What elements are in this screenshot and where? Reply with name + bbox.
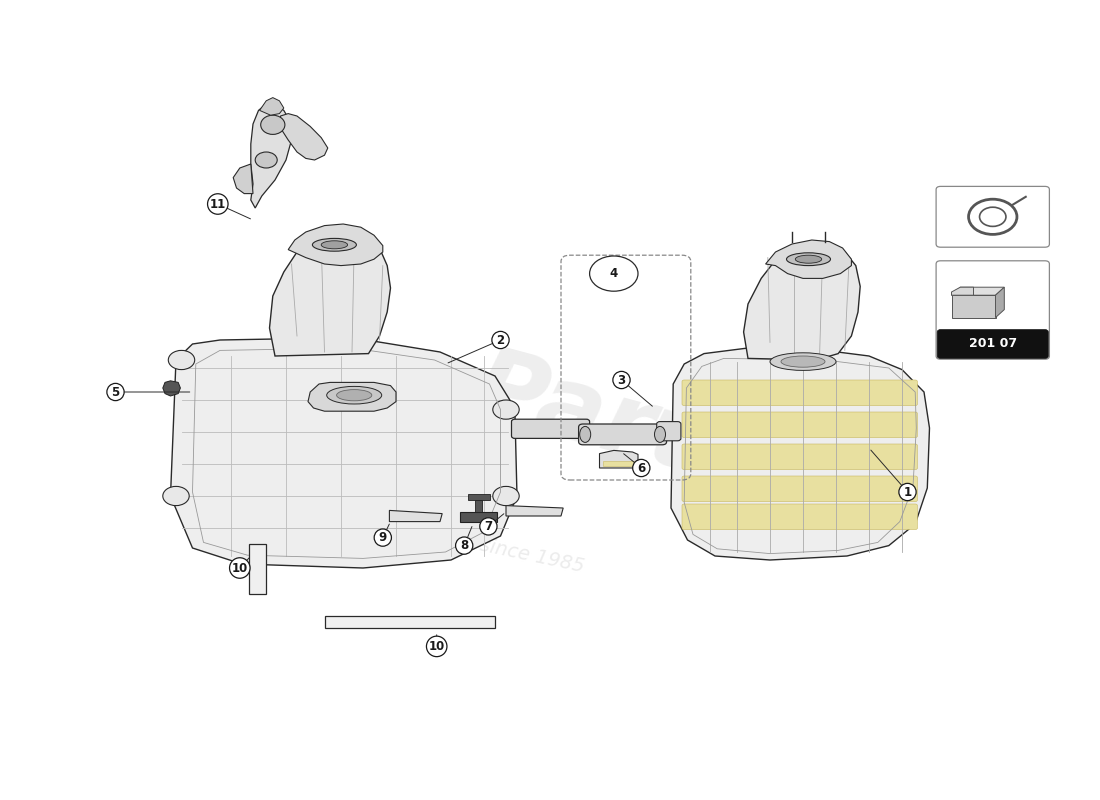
Ellipse shape	[321, 241, 348, 249]
FancyBboxPatch shape	[512, 419, 590, 438]
Polygon shape	[308, 382, 396, 411]
Polygon shape	[506, 506, 563, 516]
Text: 7: 7	[484, 520, 493, 533]
Ellipse shape	[770, 353, 836, 370]
FancyBboxPatch shape	[682, 504, 917, 530]
Text: 4: 4	[609, 267, 618, 280]
Ellipse shape	[654, 426, 666, 442]
Text: 3: 3	[617, 374, 626, 386]
Polygon shape	[260, 98, 284, 115]
Circle shape	[168, 350, 195, 370]
Polygon shape	[600, 450, 638, 468]
Polygon shape	[233, 164, 253, 194]
Polygon shape	[475, 500, 482, 512]
Text: 10: 10	[232, 562, 248, 574]
Ellipse shape	[795, 255, 822, 263]
Circle shape	[493, 400, 519, 419]
Polygon shape	[389, 510, 442, 522]
Text: Parts: Parts	[462, 339, 768, 509]
Text: euro: euro	[188, 344, 462, 504]
Polygon shape	[671, 348, 930, 560]
Circle shape	[163, 486, 189, 506]
Polygon shape	[288, 224, 383, 266]
Polygon shape	[744, 243, 860, 360]
Ellipse shape	[327, 386, 382, 404]
Ellipse shape	[580, 426, 591, 442]
Text: 10: 10	[429, 640, 444, 653]
Polygon shape	[163, 381, 180, 396]
Polygon shape	[460, 512, 497, 522]
FancyBboxPatch shape	[937, 330, 1048, 358]
Polygon shape	[324, 616, 495, 628]
Ellipse shape	[312, 238, 356, 251]
Polygon shape	[603, 461, 634, 466]
Text: 1: 1	[903, 486, 912, 498]
Polygon shape	[170, 338, 517, 568]
FancyBboxPatch shape	[682, 380, 917, 406]
Polygon shape	[952, 295, 996, 318]
Text: a passion for parts since 1985: a passion for parts since 1985	[294, 496, 586, 576]
Text: 5: 5	[111, 386, 120, 398]
Polygon shape	[952, 287, 1004, 295]
FancyBboxPatch shape	[682, 412, 917, 438]
Text: 8: 8	[460, 539, 469, 552]
Circle shape	[493, 486, 519, 506]
Text: 11: 11	[210, 198, 225, 210]
FancyBboxPatch shape	[682, 476, 917, 502]
Ellipse shape	[255, 152, 277, 168]
Text: 2: 2	[496, 334, 505, 346]
Ellipse shape	[337, 390, 372, 401]
Ellipse shape	[261, 115, 285, 134]
Ellipse shape	[786, 253, 830, 266]
Polygon shape	[270, 232, 390, 356]
FancyBboxPatch shape	[579, 424, 667, 445]
Polygon shape	[249, 544, 266, 594]
Text: 6: 6	[637, 462, 646, 474]
Text: 9: 9	[378, 531, 387, 544]
FancyBboxPatch shape	[936, 261, 1049, 359]
Polygon shape	[280, 114, 328, 160]
Polygon shape	[952, 287, 974, 295]
Polygon shape	[766, 240, 851, 278]
Ellipse shape	[781, 356, 825, 367]
FancyBboxPatch shape	[657, 422, 681, 441]
Polygon shape	[468, 494, 490, 500]
FancyBboxPatch shape	[936, 186, 1049, 247]
Polygon shape	[251, 104, 292, 208]
Text: 201 07: 201 07	[969, 338, 1016, 350]
Polygon shape	[996, 287, 1004, 318]
FancyBboxPatch shape	[682, 444, 917, 470]
